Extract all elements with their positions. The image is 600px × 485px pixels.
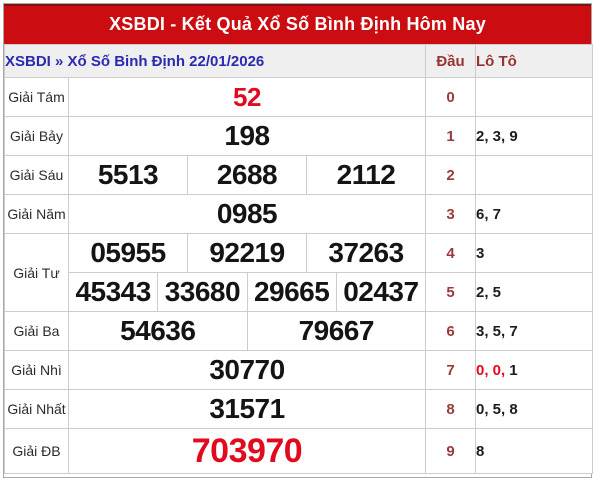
prize-number: 31571	[209, 393, 285, 424]
prize-number: 79667	[298, 315, 375, 346]
prize-number: 30770	[209, 354, 285, 385]
loto-values: 8	[475, 428, 593, 474]
loto-values: 2, 5	[475, 272, 593, 312]
prize-number: 703970	[191, 431, 303, 470]
table-row: Giải Ba 54636 79667 6 3, 5, 7	[4, 311, 593, 351]
loto-values: 3	[475, 233, 593, 273]
prize-label: Giải Sáu	[4, 155, 69, 195]
dau-digit: 6	[425, 311, 476, 351]
loto-values: 3, 5, 7	[475, 311, 593, 351]
prize-numbers-cell: 5513 2688 2112	[68, 155, 426, 195]
prize-number: 52	[233, 81, 261, 112]
table-row: 45343 33680 29665 02437 5 2, 5	[5, 272, 593, 312]
prize-number: 0985	[216, 198, 278, 229]
dau-digit: 1	[425, 116, 476, 156]
prize-number: 02437	[343, 276, 419, 307]
page-title: XSBDI - Kết Quả Xổ Số Bình Định Hôm Nay	[4, 4, 591, 44]
prize-numbers-cell: 30770	[68, 350, 426, 390]
dau-digit: 9	[425, 428, 476, 474]
prize-label: Giải ĐB	[4, 428, 69, 474]
prize-numbers-cell: 31571	[68, 389, 426, 429]
dau-digit: 4	[425, 233, 476, 273]
prize-number: 37263	[328, 237, 404, 268]
prize-label: Giải Tư	[4, 233, 69, 312]
table-row: Giải Tư 05955 92219 37263 4 3	[4, 233, 593, 312]
prize-numbers-cell: 198	[68, 116, 426, 156]
column-header-dau: Đầu	[425, 44, 476, 78]
prize-number: 2688	[216, 159, 278, 190]
loto-values: 0, 5, 8	[475, 389, 593, 429]
prize-numbers-cell: 45343 33680 29665 02437	[68, 272, 426, 312]
loto-values: 0, 0, 1	[475, 350, 593, 390]
loto-values-rest: 1	[509, 361, 518, 379]
prize-label: Giải Nhì	[4, 350, 69, 390]
dau-digit: 3	[425, 194, 476, 234]
breadcrumb[interactable]: XSBDI » Xổ Số Binh Định 22/01/2026	[4, 44, 426, 78]
prize-number: 198	[224, 120, 270, 151]
prize-numbers-cell: 05955 92219 37263	[68, 233, 426, 273]
table-header-row: XSBDI » Xổ Số Binh Định 22/01/2026 Đầu L…	[4, 44, 593, 78]
prize-numbers-cell: 0985	[68, 194, 426, 234]
loto-values	[475, 77, 593, 117]
dau-digit: 2	[425, 155, 476, 195]
prize-numbers-cell: 703970	[68, 428, 426, 474]
prize-number: 45343	[75, 276, 151, 307]
loto-values: 6, 7	[475, 194, 593, 234]
table-row: Giải Nhì 30770 7 0, 0, 1	[4, 350, 593, 390]
table-row: Giải ĐB 703970 9 8	[4, 428, 593, 474]
prize-label: Giải Tám	[4, 77, 69, 117]
loto-values: 2, 3, 9	[475, 116, 593, 156]
table-row: Giải Nhất 31571 8 0, 5, 8	[4, 389, 593, 429]
prize-label: Giải Bảy	[4, 116, 69, 156]
prize-number: 92219	[209, 237, 285, 268]
prize-number: 33680	[164, 276, 241, 307]
loto-values	[475, 155, 593, 195]
prize-number: 54636	[120, 315, 196, 346]
dau-digit: 7	[425, 350, 476, 390]
prize-label: Giải Nhất	[4, 389, 69, 429]
prize-number: 5513	[97, 159, 159, 190]
prize-numbers-cell: 52	[68, 77, 426, 117]
lottery-results-panel: XSBDI - Kết Quả Xổ Số Bình Định Hôm Nay …	[3, 3, 593, 478]
prize-label: Giải Ba	[4, 311, 69, 351]
dau-digit: 8	[425, 389, 476, 429]
results-table: XSBDI » Xổ Số Binh Định 22/01/2026 Đầu L…	[4, 44, 593, 474]
table-row: Giải Năm 0985 3 6, 7	[4, 194, 593, 234]
column-header-loto: Lô Tô	[475, 44, 593, 78]
loto-values-highlighted: 0, 0,	[476, 361, 506, 379]
dau-digit: 0	[425, 77, 476, 117]
table-row: Giải Sáu 5513 2688 2112 2	[4, 155, 593, 195]
prize-numbers-cell: 54636 79667	[68, 311, 426, 351]
table-row: Giải Tám 52 0	[4, 77, 593, 117]
dau-digit: 5	[425, 272, 476, 312]
prize-number: 29665	[253, 276, 330, 307]
prize-number: 2112	[336, 159, 396, 190]
table-row: Giải Bảy 198 1 2, 3, 9	[4, 116, 593, 156]
prize-label: Giải Năm	[4, 194, 69, 234]
prize-number: 05955	[90, 237, 166, 268]
